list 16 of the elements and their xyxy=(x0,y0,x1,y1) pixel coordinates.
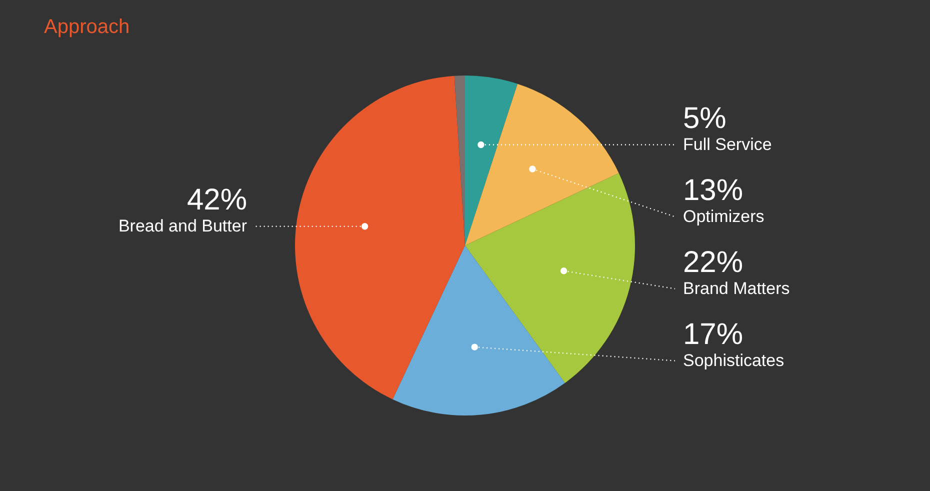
slice-label: Full Service xyxy=(683,134,772,154)
data-label: 5% xyxy=(683,102,726,135)
pie-slice xyxy=(392,246,565,416)
slice-label: Brand Matters xyxy=(683,278,790,298)
slice-label: Bread and Butter xyxy=(118,216,248,236)
data-label: 42% xyxy=(186,183,247,216)
pie-slice xyxy=(465,84,619,246)
pie-slice xyxy=(465,76,518,246)
chart-title: Approach xyxy=(44,16,130,39)
slice-label: Sophisticates xyxy=(683,350,784,370)
pie-slice xyxy=(465,173,635,384)
data-label: 22% xyxy=(683,246,744,279)
pie-slice xyxy=(295,76,465,400)
slice-label: Optimizers xyxy=(683,206,764,226)
data-label: 17% xyxy=(683,318,744,351)
data-label: 13% xyxy=(683,174,744,207)
